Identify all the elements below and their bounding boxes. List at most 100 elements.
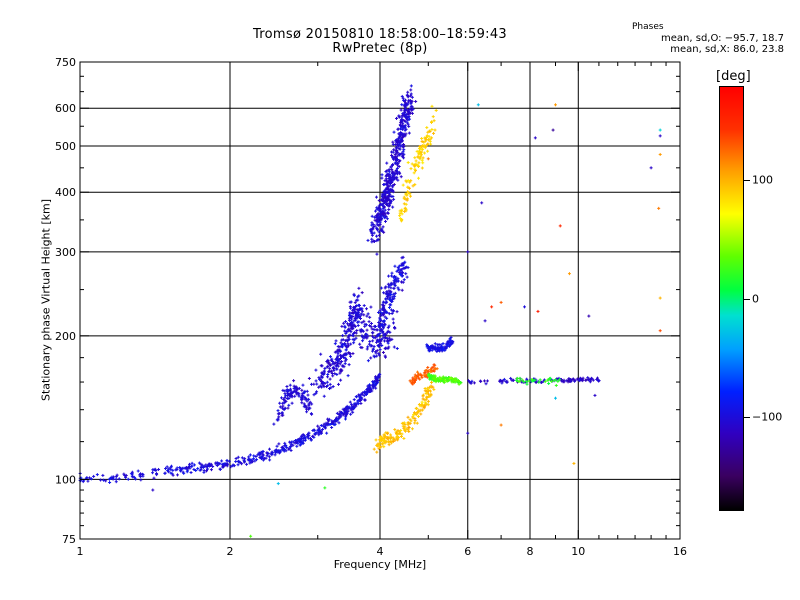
data-point	[272, 422, 276, 426]
data-point	[395, 310, 399, 314]
data-point	[399, 108, 403, 112]
data-point	[348, 322, 352, 326]
data-point	[215, 464, 219, 468]
data-point	[344, 343, 348, 347]
data-point	[485, 379, 489, 383]
data-point	[225, 458, 229, 462]
data-point	[259, 457, 263, 461]
data-point	[426, 365, 430, 369]
data-point	[346, 322, 350, 326]
data-point	[398, 144, 402, 148]
phases-stats-o-mode: mean, sd,O: −95.7, 18.7	[661, 33, 784, 44]
data-point	[387, 170, 391, 174]
data-point	[373, 218, 377, 222]
data-point	[380, 199, 384, 203]
data-point	[327, 370, 331, 374]
data-point	[372, 381, 376, 385]
data-point	[338, 362, 342, 366]
data-point	[336, 349, 340, 353]
data-point	[431, 115, 435, 119]
data-point	[391, 194, 395, 198]
data-point	[349, 408, 353, 412]
data-point	[584, 378, 588, 382]
data-point	[393, 264, 397, 268]
data-point	[397, 115, 401, 119]
data-point	[344, 331, 348, 335]
data-point	[322, 394, 326, 398]
data-point	[391, 156, 395, 160]
data-point	[399, 137, 403, 141]
data-point	[379, 216, 383, 220]
data-point	[281, 388, 285, 392]
data-point	[348, 314, 352, 318]
data-point	[339, 368, 343, 372]
data-point	[395, 346, 399, 350]
data-point	[302, 402, 306, 406]
data-point	[280, 406, 284, 410]
data-point	[401, 143, 405, 147]
data-point	[406, 415, 410, 419]
data-point	[312, 393, 316, 397]
data-point	[409, 111, 413, 115]
data-point	[410, 95, 414, 99]
data-point	[349, 403, 353, 407]
data-point	[383, 200, 387, 204]
data-point	[480, 201, 484, 205]
data-point	[363, 398, 367, 402]
data-point	[333, 419, 337, 423]
data-point	[346, 329, 350, 333]
data-point	[354, 331, 358, 335]
data-point	[240, 462, 244, 466]
data-point	[335, 367, 339, 371]
data-point	[483, 379, 487, 383]
data-point	[379, 339, 383, 343]
data-point	[114, 475, 118, 479]
data-point	[536, 309, 540, 313]
data-point	[410, 427, 414, 431]
data-point	[658, 152, 662, 156]
data-point	[328, 377, 332, 381]
data-point	[380, 173, 384, 177]
data-point	[312, 435, 316, 439]
data-point	[307, 376, 311, 380]
data-point	[394, 143, 398, 147]
data-point	[365, 307, 369, 311]
data-point	[300, 392, 304, 396]
data-point	[466, 250, 470, 254]
data-point	[259, 450, 263, 454]
data-point	[380, 209, 384, 213]
data-point	[413, 421, 417, 425]
data-point	[432, 131, 436, 135]
grid-lines	[80, 62, 680, 539]
data-point	[266, 451, 270, 455]
data-point	[356, 298, 360, 302]
data-point	[387, 197, 391, 201]
data-point	[390, 337, 394, 341]
data-point	[398, 135, 402, 139]
data-point	[81, 480, 85, 484]
data-point	[289, 387, 293, 391]
data-point	[134, 477, 138, 481]
data-point	[302, 405, 306, 409]
data-point	[336, 352, 340, 356]
data-point	[89, 477, 93, 481]
data-point	[366, 334, 370, 338]
data-point	[190, 461, 194, 465]
data-point	[313, 432, 317, 436]
data-point	[390, 311, 394, 315]
data-point	[188, 462, 192, 466]
data-point	[171, 473, 175, 477]
data-point	[349, 306, 353, 310]
data-point	[388, 338, 392, 342]
data-point	[285, 384, 289, 388]
data-point	[286, 392, 290, 396]
data-point	[399, 175, 403, 179]
data-point	[396, 178, 400, 182]
data-point	[301, 383, 305, 387]
data-point	[406, 109, 410, 113]
colorbar-tick-label: −100	[752, 410, 783, 424]
data-point	[376, 219, 380, 223]
data-point	[185, 470, 189, 474]
data-point	[372, 324, 376, 328]
data-point	[409, 94, 413, 98]
